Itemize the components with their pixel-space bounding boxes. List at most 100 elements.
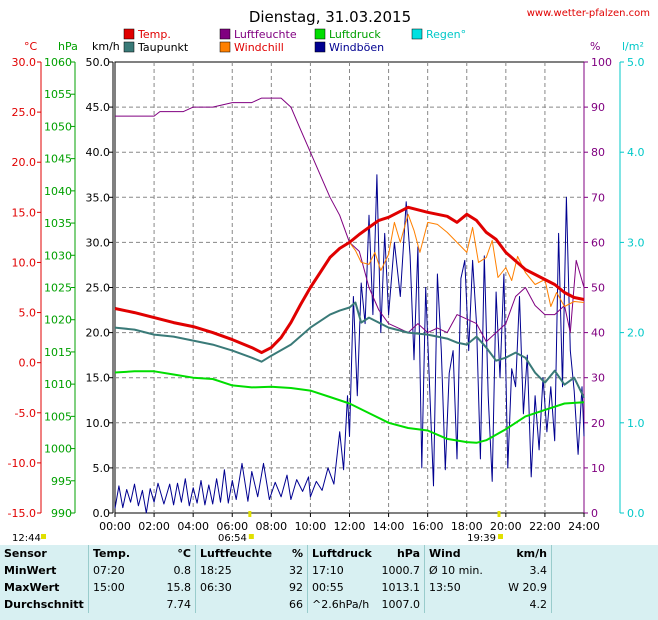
axis-unit-wind: km/h: [92, 40, 120, 53]
daylength-dot: [41, 534, 46, 539]
axis-tick-label-temp: 10.0: [12, 256, 37, 269]
axis-tick-label-wind: 35.0: [86, 191, 111, 204]
x-tick-label: 08:00: [255, 520, 287, 533]
x-tick-label: 02:00: [138, 520, 170, 533]
legend-swatch: [123, 41, 135, 53]
series-windchill: [349, 213, 585, 307]
axis-tick-label-pressure: 1045: [44, 153, 72, 166]
stats-cell: 7.74: [147, 596, 196, 613]
legend-label: Taupunkt: [137, 41, 189, 54]
axis-tick-label-humidity: 30: [591, 372, 605, 385]
axis-tick-label-humidity: 20: [591, 417, 605, 430]
stats-cell: 4.2: [493, 596, 552, 613]
axis-tick-label-wind: 15.0: [86, 372, 111, 385]
axis-tick-label-humidity: 90: [591, 101, 605, 114]
stats-cell: 15.8: [147, 579, 196, 596]
axis-tick-label-rain: 0.0: [627, 507, 645, 520]
sun-marker-dot: [497, 534, 503, 539]
axis-tick-label-humidity: 70: [591, 191, 605, 204]
stats-header-temp-unit: °C: [147, 545, 196, 562]
stats-header-pressure-unit: hPa: [376, 545, 425, 562]
stats-cell: 92: [279, 579, 308, 596]
axis-tick-label-pressure: 990: [51, 507, 72, 520]
axis-units: °C hPa km/h% l/m²: [24, 40, 644, 53]
source-label[interactable]: www.wetter-pfalzen.com: [527, 8, 650, 19]
stats-row-label: MinWert: [0, 562, 89, 579]
axis-tick-label-humidity: 100: [591, 56, 612, 69]
axis-tick-label-pressure: 1025: [44, 282, 72, 295]
axis-tick-label-temp: 25.0: [12, 106, 37, 119]
series-lines: [114, 97, 585, 514]
stats-row-min: MinWert 07:20 0.8 18:25 32 17:10 1000.7 …: [0, 562, 552, 579]
axis-tick-label-temp: 20.0: [12, 156, 37, 169]
x-tick-label: 22:00: [529, 520, 561, 533]
axis-unit-humidity: %: [590, 40, 600, 53]
legend-label: Temp.: [137, 28, 171, 41]
axis-tick-label-rain: 1.0: [627, 417, 645, 430]
stats-row-label: Durchschnitt: [0, 596, 89, 613]
axis-tick-label-rain: 4.0: [627, 146, 645, 159]
x-axis: 00:00 02:00 04:00 06:00 08:00 10:00 12:00 14:00…: [99, 513, 600, 533]
stats-cell: 00:55: [312, 581, 344, 594]
axis-unit-pressure: hPa: [58, 40, 78, 53]
legend-label: Windchill: [234, 41, 284, 54]
axis-tick-label-wind: 20.0: [86, 327, 111, 340]
stats-header-wind-unit: km/h: [493, 545, 552, 562]
stats-cell: 0.8: [147, 562, 196, 579]
stats-cell: [425, 596, 494, 613]
x-tick-label: 00:00: [99, 520, 131, 533]
stats-cell: W 20.9: [493, 579, 552, 596]
weather-chart: Dienstag, 31.03.2015 www.wetter-pfalzen.…: [8, 8, 650, 544]
stats-header-humidity-unit: %: [279, 545, 308, 562]
stats-cell: Ø 10 min.: [429, 564, 483, 577]
stats-header-wind: Wind: [424, 545, 493, 562]
axis-tick-label-humidity: 0: [591, 507, 598, 520]
stats-cell: 1000.7: [376, 562, 425, 579]
legend-label: Luftdruck: [329, 28, 381, 41]
axis-tick-label-humidity: 10: [591, 462, 605, 475]
stats-row-avg: Durchschnitt 7.74 66 ^2.6hPa/h 1007.0 4.…: [0, 596, 552, 613]
axis-tick-label-pressure: 1040: [44, 185, 72, 198]
sun-marker-label: 06:54: [218, 533, 247, 544]
axis-tick-label-wind: 5.0: [93, 462, 111, 475]
axis-tick-label-temp: 5.0: [19, 307, 37, 320]
axis-tick-label-pressure: 1055: [44, 88, 72, 101]
axis-tick-label-wind: 30.0: [86, 236, 111, 249]
axis-tick-label-temp: -5.0: [15, 407, 36, 420]
stats-header-row: Sensor Temp. °C Luftfeuchte % Luftdruck …: [0, 545, 552, 562]
y-axes: 30.0 25.0 20.0 15.0 10.0 5.0 0.0 -5.0 -10.0 -15.0…: [8, 56, 645, 520]
axis-tick-label-temp: 0.0: [19, 357, 37, 370]
sun-markers: 06:54 19:39 12:44: [12, 511, 503, 544]
stats-header-sensor: Sensor: [0, 545, 89, 562]
axis-tick-label-humidity: 50: [591, 282, 605, 295]
axis-tick-label-pressure: 1050: [44, 120, 72, 133]
x-tick-label: 18:00: [451, 520, 483, 533]
axis-tick-label-pressure: 1005: [44, 410, 72, 423]
axis-tick-label-wind: 50.0: [86, 56, 111, 69]
legend-label: Luftfeuchte: [234, 28, 297, 41]
series-temp: [114, 205, 585, 355]
axis-tick-label-pressure: 995: [51, 475, 72, 488]
axis-tick-label-temp: 15.0: [12, 206, 37, 219]
axis-tick-label-pressure: 1060: [44, 56, 72, 69]
legend-swatch: [314, 28, 326, 40]
stats-cell: 17:10: [312, 564, 344, 577]
axis-tick-label-temp: -10.0: [8, 457, 36, 470]
stats-cell: 13:50: [429, 581, 461, 594]
stats-header-pressure: Luftdruck: [307, 545, 376, 562]
sun-marker-dot: [248, 534, 254, 539]
x-tick-label: 16:00: [412, 520, 444, 533]
legend-swatch: [411, 28, 423, 40]
stats-row-label: MaxWert: [0, 579, 89, 596]
daylength-label: 12:44: [12, 533, 41, 544]
axis-tick-label-temp: -15.0: [8, 507, 36, 520]
axis-tick-label-pressure: 1010: [44, 378, 72, 391]
stats-cell: 18:25: [200, 564, 232, 577]
stats-cell: 07:20: [93, 564, 125, 577]
axis-tick-label-rain: 5.0: [627, 56, 645, 69]
series-luftfeuchte: [115, 97, 585, 343]
series-luftdruck: [114, 370, 585, 444]
stats-header-temp: Temp.: [88, 545, 147, 562]
legend-label: Windböen: [329, 41, 384, 54]
x-tick-label: 14:00: [373, 520, 405, 533]
